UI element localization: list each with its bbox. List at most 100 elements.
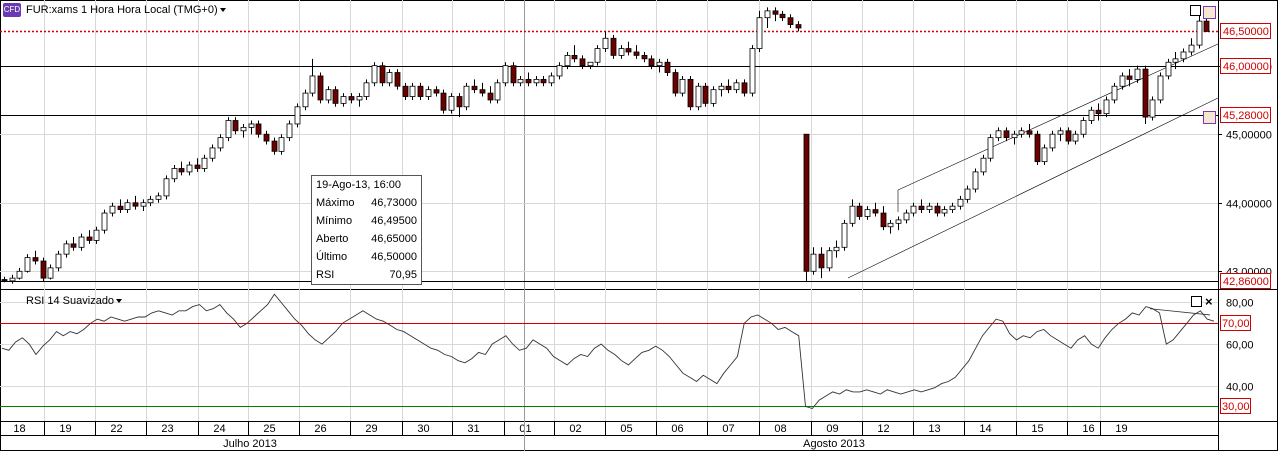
candle xyxy=(1149,96,1156,121)
candle-body xyxy=(409,85,416,97)
tooltip-value: 46,65000 xyxy=(371,233,417,245)
candle xyxy=(1111,82,1118,104)
candle-body xyxy=(602,37,609,49)
tooltip-label: Mínimo xyxy=(316,215,353,227)
rsi-dropdown-arrow-icon[interactable] xyxy=(116,299,123,304)
chart-title-text: FUR:xams 1 Hora Hora Local (TMG+0) xyxy=(26,4,218,16)
dropdown-arrow-icon[interactable] xyxy=(219,8,226,13)
candle xyxy=(633,45,640,59)
candle-body xyxy=(248,123,255,128)
candle-body xyxy=(810,253,817,272)
candle xyxy=(1072,130,1079,145)
candle xyxy=(895,216,902,231)
candle-body xyxy=(1034,133,1041,163)
rsi-title[interactable]: RSI 14 Suavizado xyxy=(26,295,123,307)
rsi-title-text: RSI 14 Suavizado xyxy=(26,295,115,307)
candle xyxy=(502,62,509,87)
candle-body xyxy=(386,72,393,84)
candle-body xyxy=(664,61,671,73)
candle xyxy=(1065,127,1072,145)
candle-body xyxy=(448,96,455,111)
candle-body xyxy=(564,55,571,67)
candle xyxy=(1180,48,1187,63)
month-label: Julho 2013 xyxy=(223,438,277,450)
candle-body xyxy=(718,85,725,91)
chart-title[interactable]: FUR:xams 1 Hora Hora Local (TMG+0) xyxy=(26,4,226,16)
candle-body xyxy=(880,212,887,228)
candle-body xyxy=(672,72,679,94)
candle-body xyxy=(1011,133,1018,139)
candle xyxy=(402,82,409,100)
candle-body xyxy=(1041,147,1048,163)
rsi-close-icon[interactable]: × xyxy=(1205,294,1213,309)
candle-body xyxy=(155,195,162,200)
tooltip-label: Último xyxy=(316,251,348,263)
candle xyxy=(587,61,594,70)
x-tick-label: 14 xyxy=(979,423,991,435)
tooltip-label: Aberto xyxy=(316,233,349,245)
candle xyxy=(1095,103,1102,121)
candle-body xyxy=(833,246,840,252)
x-tick-label: 24 xyxy=(213,423,225,435)
tooltip-row: RSI 70,95 xyxy=(312,266,421,284)
candle-body xyxy=(918,205,925,211)
candle-body xyxy=(1,279,8,282)
price-tag xyxy=(1220,107,1271,123)
channel-lower-line xyxy=(847,97,1219,279)
candle-body xyxy=(1196,20,1203,46)
candle xyxy=(718,82,725,97)
candle-body xyxy=(803,133,810,272)
candle-body xyxy=(194,164,201,169)
candle xyxy=(533,75,540,87)
candle xyxy=(309,58,316,97)
x-tick-label: 31 xyxy=(467,423,479,435)
candle-body xyxy=(494,82,501,101)
channel-upper-line xyxy=(897,43,1219,191)
candle xyxy=(980,154,987,176)
tooltip-label: Máximo xyxy=(316,197,355,209)
candle-body xyxy=(32,257,39,262)
candle-body xyxy=(302,92,309,108)
candle-body xyxy=(995,130,1002,139)
candle xyxy=(725,79,732,94)
candle-body xyxy=(332,89,339,104)
candle xyxy=(826,247,833,272)
candle-body xyxy=(972,171,979,190)
maximize-icon[interactable] xyxy=(1190,5,1201,16)
candle-body xyxy=(1203,20,1210,32)
candle-body xyxy=(903,212,910,221)
candle-body xyxy=(209,147,216,159)
candle xyxy=(926,202,933,214)
candle xyxy=(1049,130,1056,152)
candle xyxy=(648,55,655,70)
candle-body xyxy=(587,61,594,67)
candle-body xyxy=(695,85,702,108)
candle xyxy=(1,276,8,283)
candle xyxy=(880,206,887,231)
candle xyxy=(271,137,278,155)
candle-body xyxy=(934,205,941,214)
rsi-price-tag xyxy=(1220,315,1251,331)
candle xyxy=(463,82,470,111)
candle-body xyxy=(764,10,771,19)
candle-body xyxy=(86,236,93,241)
rsi-line xyxy=(1,293,1215,410)
candle-body xyxy=(633,51,640,56)
candle-body xyxy=(70,243,77,248)
candle xyxy=(1172,51,1179,70)
candle-body xyxy=(186,164,193,173)
candle xyxy=(571,45,578,63)
candle xyxy=(409,82,416,100)
x-tick-label: 25 xyxy=(263,423,275,435)
candle xyxy=(795,21,802,32)
rsi-price-tag-label: 30,00 xyxy=(1222,401,1250,413)
candle-body xyxy=(556,65,563,77)
candle xyxy=(263,130,270,145)
candle-body xyxy=(9,277,16,282)
rsi-maximize-icon[interactable] xyxy=(1191,296,1202,307)
candle xyxy=(756,10,763,52)
candle-body xyxy=(1119,75,1126,87)
candle xyxy=(348,93,355,104)
candle xyxy=(841,219,848,251)
